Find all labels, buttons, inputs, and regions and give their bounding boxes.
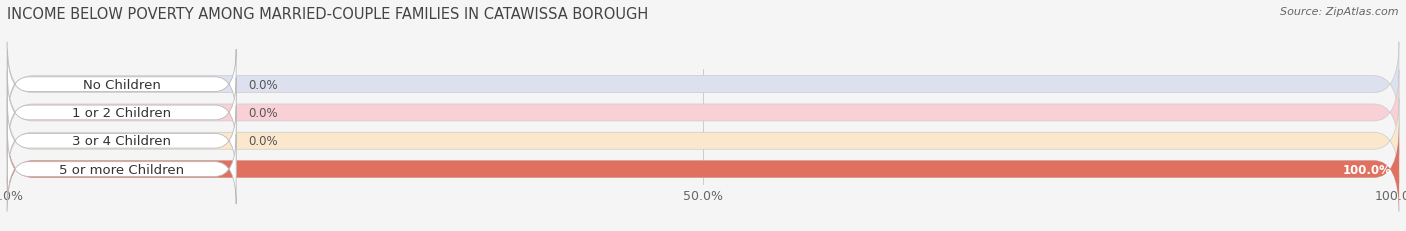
Text: 1 or 2 Children: 1 or 2 Children: [72, 106, 172, 119]
FancyBboxPatch shape: [7, 106, 236, 176]
Text: 0.0%: 0.0%: [247, 135, 277, 148]
Text: 100.0%: 100.0%: [1343, 163, 1392, 176]
FancyBboxPatch shape: [7, 71, 1399, 155]
FancyBboxPatch shape: [7, 127, 1399, 212]
Text: 0.0%: 0.0%: [247, 78, 277, 91]
Text: 5 or more Children: 5 or more Children: [59, 163, 184, 176]
FancyBboxPatch shape: [7, 50, 236, 120]
Text: INCOME BELOW POVERTY AMONG MARRIED-COUPLE FAMILIES IN CATAWISSA BOROUGH: INCOME BELOW POVERTY AMONG MARRIED-COUPL…: [7, 7, 648, 22]
Text: 3 or 4 Children: 3 or 4 Children: [72, 135, 172, 148]
FancyBboxPatch shape: [7, 134, 236, 204]
FancyBboxPatch shape: [7, 78, 236, 148]
Text: No Children: No Children: [83, 78, 160, 91]
FancyBboxPatch shape: [7, 43, 1399, 127]
Text: Source: ZipAtlas.com: Source: ZipAtlas.com: [1281, 7, 1399, 17]
Text: 0.0%: 0.0%: [247, 106, 277, 119]
FancyBboxPatch shape: [7, 127, 1399, 212]
FancyBboxPatch shape: [7, 99, 1399, 183]
